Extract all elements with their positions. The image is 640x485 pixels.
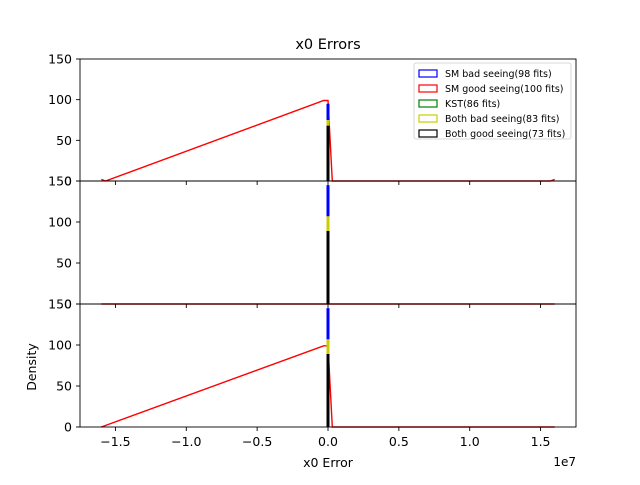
y-tick-label-middle: 50 (56, 256, 72, 271)
panel-bottom: 0 50 100 150 −1.5 −1.0 −0.5 0.0 0.5 1.0 1.5 (48, 297, 577, 449)
y-tick-label-top: 0 (64, 174, 72, 189)
x-tick-label: 1.0 (460, 434, 480, 449)
x-axis-offset-label: 1e7 (553, 455, 576, 469)
y-tick-label-middle: 100 (48, 215, 72, 230)
panels-group: 0 50 100 150 SM bad seeing(98 fits) SM good s… (48, 52, 577, 449)
legend-label: KST(86 fits) (445, 99, 500, 110)
y-tick-label-bottom: 50 (56, 379, 72, 394)
legend-swatch (418, 129, 438, 138)
y-tick-label-bottom: 100 (48, 338, 72, 353)
y-tick-label-top: 150 (48, 52, 72, 67)
y-tick-label-top: 50 (56, 133, 72, 148)
y-tick-label-bottom: 150 (48, 297, 72, 312)
legend-box (413, 62, 572, 140)
legend-label: Both good seeing(73 fits) (445, 129, 565, 140)
chart-title: x0 Errors (295, 37, 360, 53)
legend-swatch (418, 99, 438, 108)
legend: SM bad seeing(98 fits) SM good seeing(100… (413, 62, 572, 140)
panel-top: 0 50 100 150 SM bad seeing(98 fits) SM good s… (48, 52, 577, 189)
legend-swatch (418, 84, 438, 93)
legend-label: Both bad seeing(83 fits) (445, 114, 560, 125)
x-tick-label: 1.5 (531, 434, 551, 449)
x-tick-label: 0.0 (318, 434, 338, 449)
y-tick-label-top: 100 (48, 92, 72, 107)
x-tick-label: −1.0 (171, 434, 201, 449)
legend-swatch (418, 114, 438, 123)
y-tick-label-middle: 0 (64, 297, 72, 312)
x-tick-label: −1.5 (100, 434, 130, 449)
x-axis-label: x0 Error (303, 455, 354, 470)
y-axis-label: Density (24, 343, 39, 391)
x-tick-label: −0.5 (242, 434, 272, 449)
y-tick-label-bottom: 0 (64, 420, 72, 435)
legend-swatch (418, 69, 438, 78)
y-tick-label-middle: 150 (48, 174, 72, 189)
legend-label: SM bad seeing(98 fits) (445, 69, 552, 80)
x-tick-label: 0.5 (389, 434, 409, 449)
legend-label: SM good seeing(100 fits) (445, 84, 564, 95)
